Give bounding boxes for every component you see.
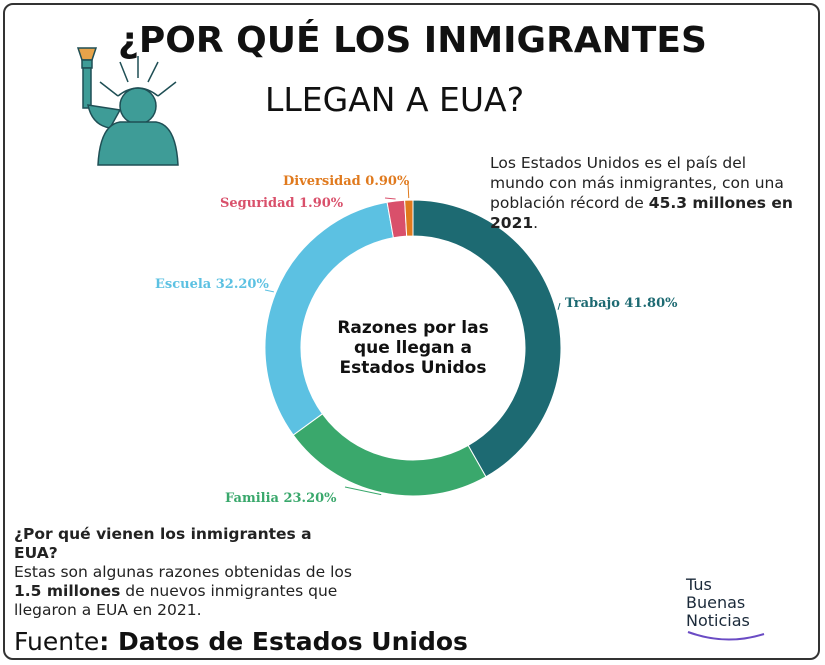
- center-label: Razones por las: [337, 318, 488, 338]
- subtitle: LLEGAN A EUA?: [265, 80, 525, 119]
- question-text: Estas son algunas razones obtenidas de l…: [14, 563, 352, 581]
- note-text: .: [533, 214, 539, 232]
- leader-line: [407, 182, 410, 199]
- leader-line: [344, 486, 382, 496]
- note-text: Los Estados Unidos es el país del mundo …: [490, 154, 784, 212]
- slice-label: Seguridad 1.90%: [220, 196, 344, 211]
- statue-icon: [76, 47, 179, 166]
- slice: [292, 413, 487, 497]
- slice-label: Familia 23.20%: [225, 491, 337, 506]
- logo-text: Noticias: [686, 611, 750, 630]
- leader-line: [557, 302, 561, 310]
- slice-label: Diversidad 0.90%: [283, 174, 410, 189]
- question-text: de nuevos inmigrantes que llegaron a EUA…: [14, 582, 338, 619]
- question: ¿Por qué vienen los inmigrantes a EUA? Es…: [14, 525, 354, 620]
- value-label: 23.20%: [283, 491, 337, 506]
- category-label: Seguridad: [220, 196, 295, 211]
- leader-line: [384, 197, 396, 200]
- question-bold: 1.5 millones: [14, 582, 121, 600]
- slice-label: Escuela 32.20%: [155, 277, 269, 292]
- slice: [404, 199, 414, 237]
- title: ¿POR QUÉ LOS INMIGRANTES: [118, 20, 707, 61]
- logo-swoosh: [687, 631, 765, 641]
- category-label: Escuela: [155, 277, 212, 292]
- value-label: 1.90%: [299, 196, 344, 211]
- question-title: ¿Por qué vienen los inmigrantes a EUA?: [14, 525, 312, 562]
- logo-text: Tus: [686, 575, 712, 594]
- note: Los Estados Unidos es el país del mundo …: [490, 153, 800, 233]
- source-label: Fuente: [14, 627, 100, 656]
- leader-line: [264, 289, 274, 293]
- category-label: Diversidad: [283, 174, 361, 189]
- logo: Tus Buenas Noticias: [686, 576, 766, 644]
- source-name: : Datos de Estados Unidos: [99, 627, 468, 656]
- value-label: 0.90%: [365, 174, 410, 189]
- center-label: que llegan a: [354, 338, 472, 358]
- value-label: 41.80%: [624, 296, 678, 311]
- slice: [412, 199, 562, 478]
- note-bold: 45.3 millones en 2021: [490, 194, 793, 232]
- category-label: Familia: [225, 491, 280, 506]
- slice-label: Trabajo 41.80%: [565, 296, 678, 311]
- center-label: Estados Unidos: [340, 358, 487, 378]
- logo-text: Buenas: [686, 593, 746, 612]
- category-label: Trabajo: [565, 296, 620, 311]
- source: Fuente: Datos de Estados Unidos: [14, 627, 468, 656]
- value-label: 32.20%: [216, 277, 270, 292]
